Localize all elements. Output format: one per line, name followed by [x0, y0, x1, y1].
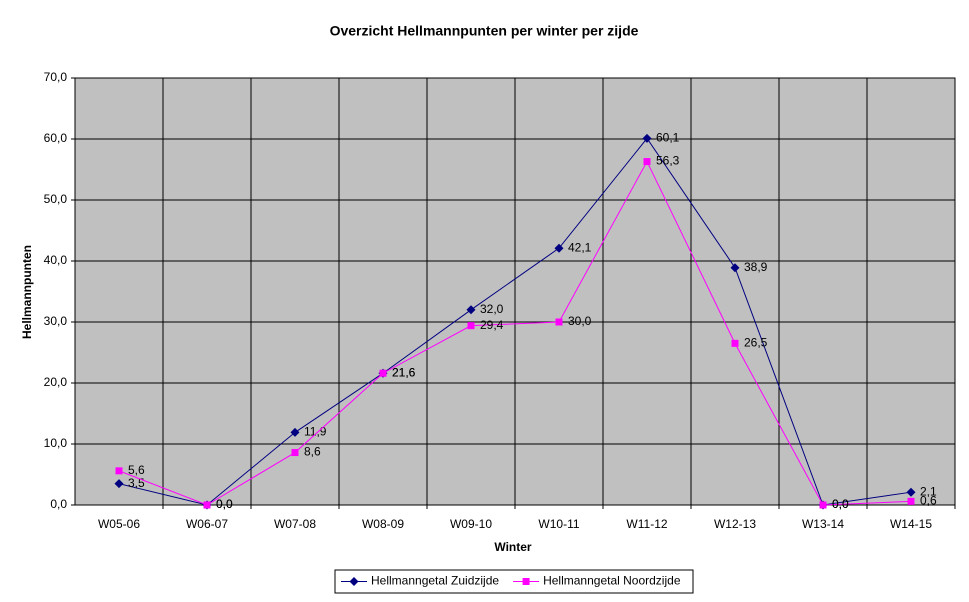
data-label: 0,0	[216, 497, 233, 511]
x-tick-label: W09-10	[450, 517, 492, 531]
marker	[522, 578, 530, 585]
marker	[555, 318, 563, 326]
series-line	[118, 137, 912, 506]
data-label: 0,0	[216, 497, 233, 511]
x-tick-label: W07-08	[274, 517, 316, 531]
data-label: 32,0	[480, 302, 504, 316]
marker	[349, 577, 359, 586]
y-tick-label: 10,0	[44, 436, 68, 450]
data-label: 0,0	[832, 497, 849, 511]
marker	[642, 133, 652, 143]
data-label: 11,9	[304, 425, 327, 439]
data-label: 56,3	[656, 154, 680, 168]
x-tick-label: W12-13	[714, 517, 756, 531]
marker	[291, 449, 299, 457]
x-tick-label: W06-07	[186, 517, 228, 531]
y-tick-label: 50,0	[44, 192, 68, 206]
marker	[906, 487, 916, 497]
legend: Hellmanngetal Zuidzijde Hellmanngetal Noo…	[334, 569, 694, 594]
y-axis-title: Hellmannpunten	[20, 245, 34, 339]
data-label: 29,4	[480, 318, 504, 332]
legend-label: Hellmanngetal Zuidzijde	[371, 574, 499, 588]
marker	[907, 497, 915, 505]
x-tick-label: W10-11	[538, 517, 579, 531]
marker	[115, 467, 123, 475]
y-tick-label: 40,0	[44, 253, 68, 267]
marker	[554, 243, 564, 253]
data-label: 21,6	[392, 365, 416, 379]
x-tick-label: W13-14	[802, 517, 844, 531]
chart-title: Overzicht Hellmannpunten per winter per …	[330, 23, 639, 39]
y-tick-label: 70,0	[44, 70, 68, 84]
marker	[819, 501, 827, 509]
data-label: 60,1	[656, 131, 680, 145]
marker	[114, 479, 124, 489]
data-label: 2,1	[920, 484, 937, 498]
y-tick-label: 20,0	[44, 375, 68, 389]
data-label: 0,6	[920, 494, 937, 508]
data-label: 38,9	[744, 260, 768, 274]
data-label: 30,0	[568, 314, 592, 328]
marker	[290, 427, 300, 437]
data-label: 5,6	[128, 463, 145, 477]
data-label: 21,6	[392, 365, 416, 379]
data-label: 8,6	[304, 445, 321, 459]
marker	[643, 158, 651, 166]
marker	[379, 369, 387, 377]
x-tick-label: W08-09	[362, 517, 404, 531]
x-tick-label: W05-06	[98, 517, 140, 531]
y-tick-label: 0,0	[50, 497, 67, 511]
y-tick-label: 30,0	[44, 314, 68, 328]
data-label: 42,1	[568, 240, 592, 254]
legend-label: Hellmanngetal Noordzijde	[543, 574, 681, 588]
series-line	[118, 160, 912, 506]
y-tick-label: 60,0	[44, 131, 68, 145]
marker	[731, 339, 739, 347]
marker	[466, 305, 476, 315]
marker	[203, 501, 211, 509]
x-tick-label: W11-12	[626, 517, 667, 531]
data-label: 26,5	[744, 336, 768, 350]
x-axis-title: Winter	[494, 540, 532, 554]
marker	[730, 263, 740, 273]
marker	[467, 322, 475, 330]
x-tick-label: W14-15	[890, 517, 932, 531]
